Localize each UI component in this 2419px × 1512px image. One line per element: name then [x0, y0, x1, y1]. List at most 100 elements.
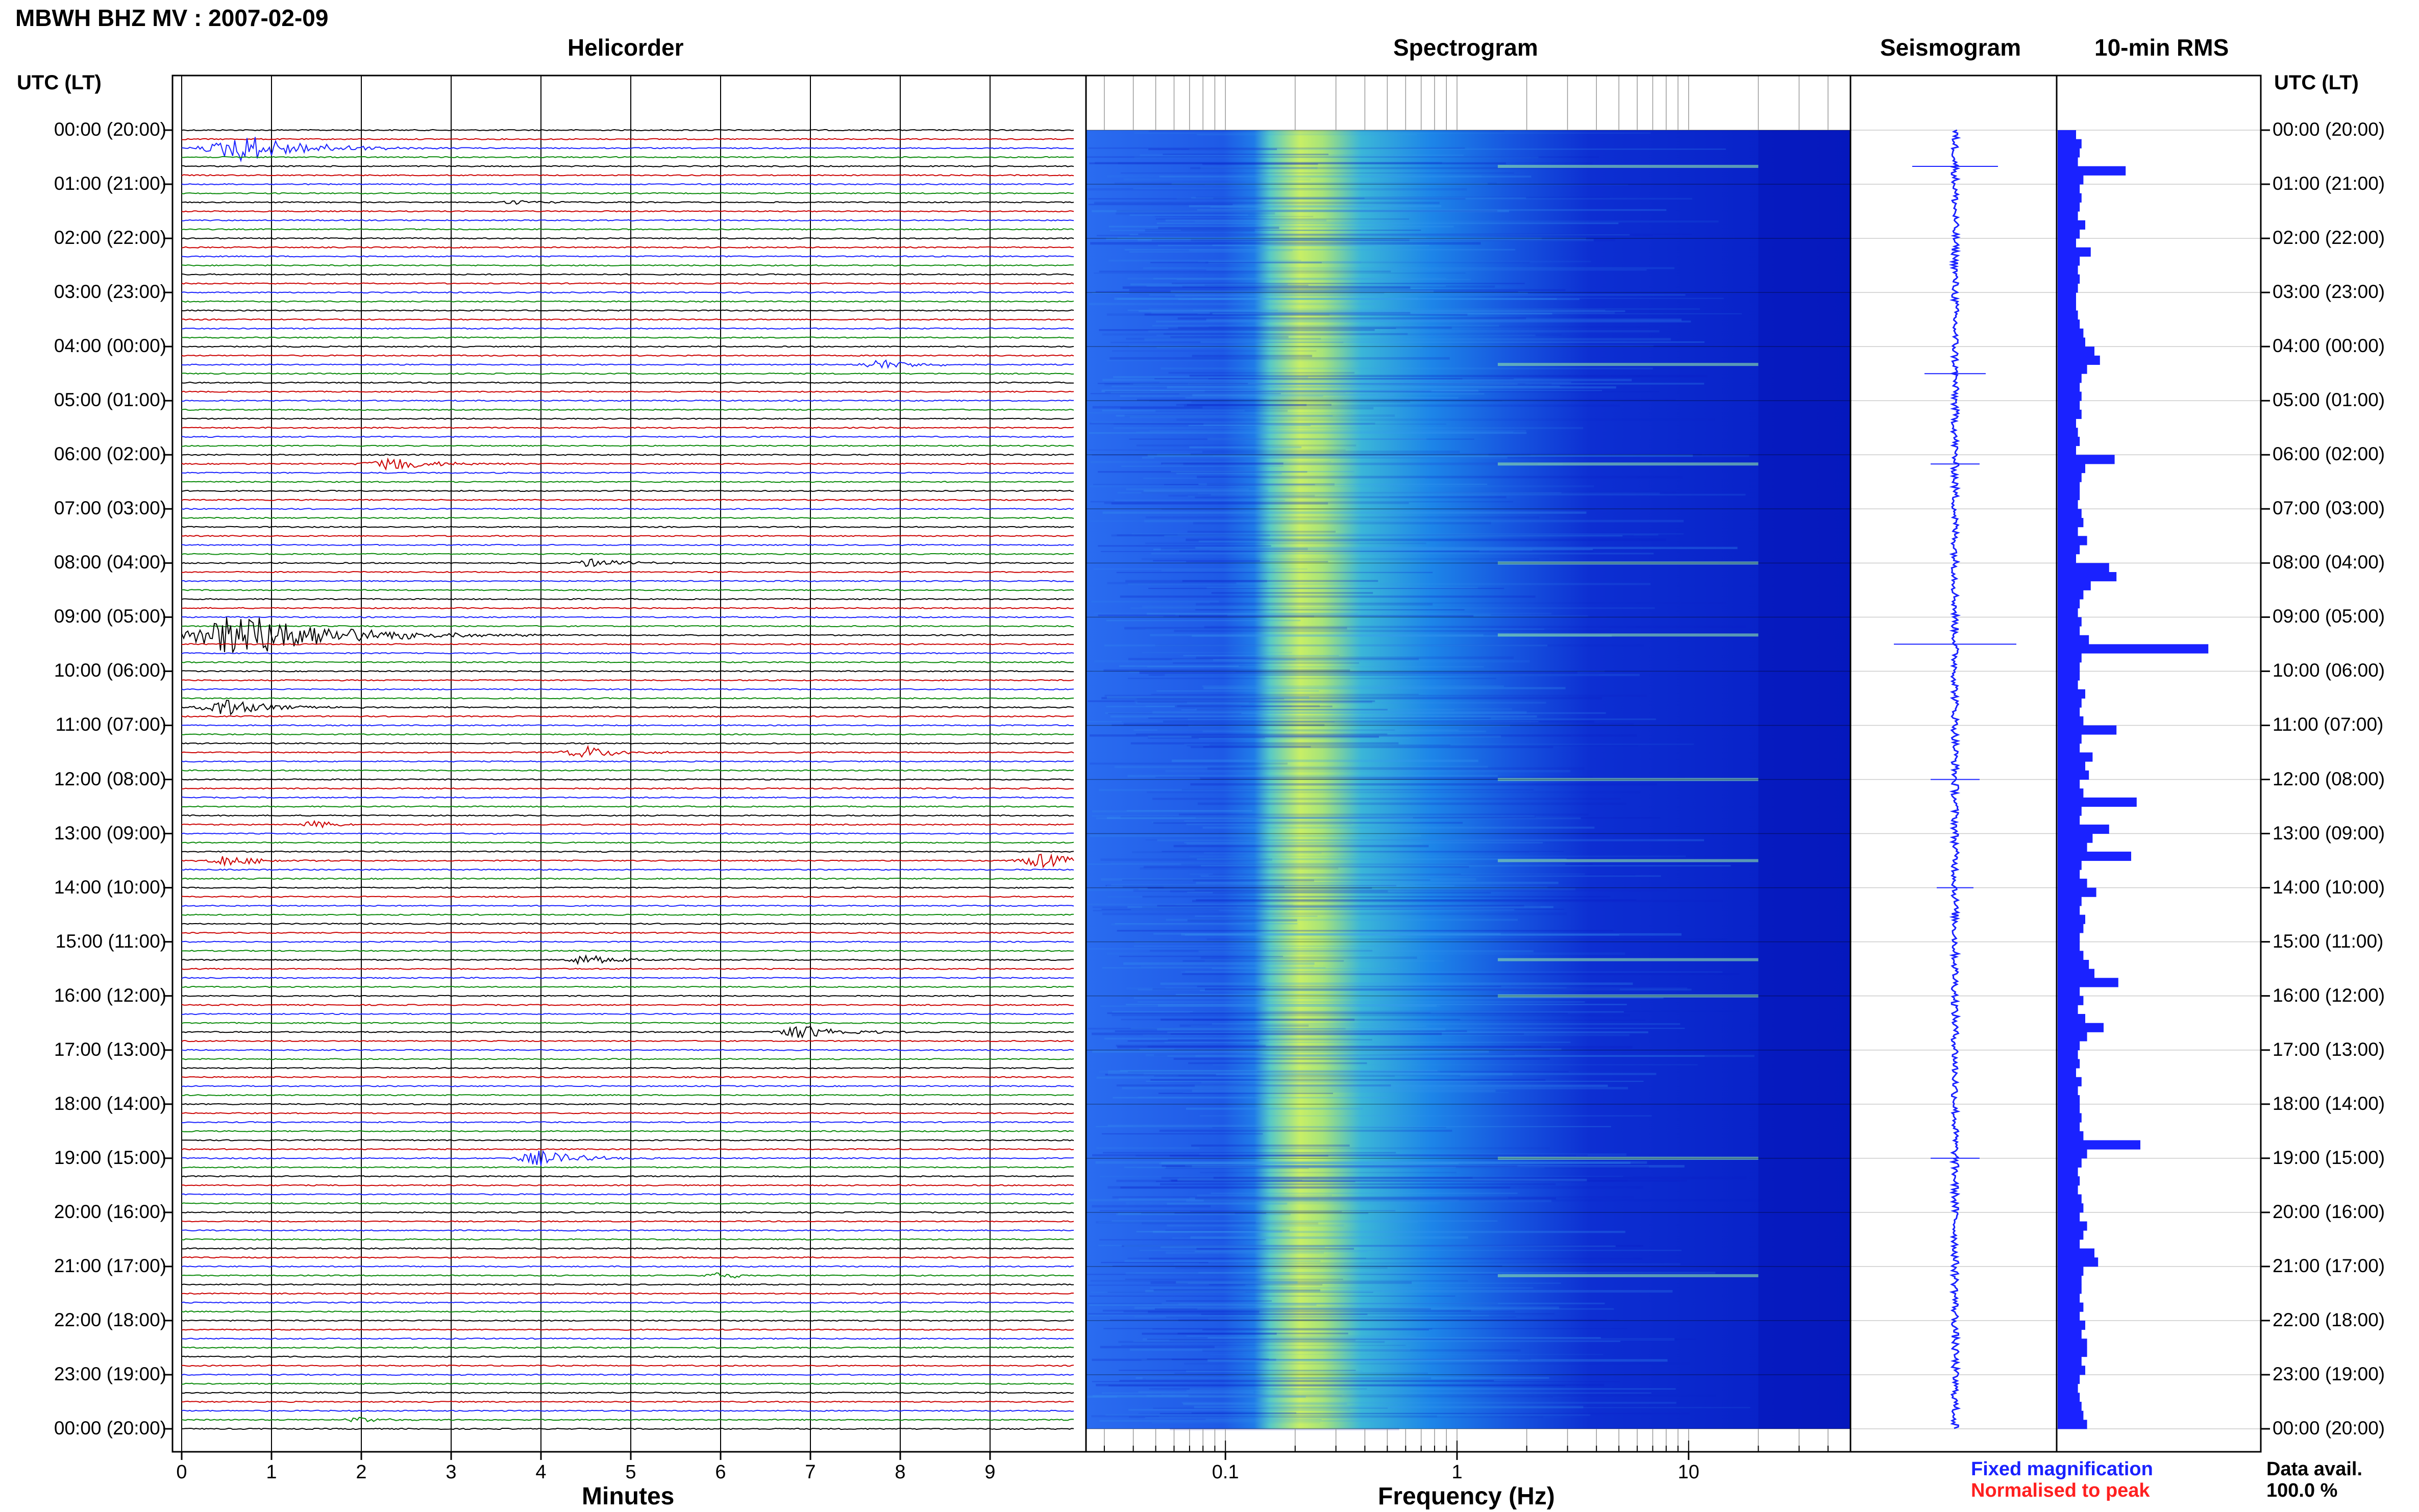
spectrogram-striation	[1102, 409, 1245, 412]
spectrogram-striation	[1130, 742, 1399, 745]
rms-bar	[2058, 500, 2078, 509]
spectrogram-striation	[1117, 1046, 1633, 1049]
time-label-right: 20:00 (16:00)	[2273, 1201, 2385, 1222]
helicorder-trace	[181, 886, 1074, 889]
spectrogram-striation	[1092, 810, 1263, 813]
spectrogram-striation	[1191, 197, 1526, 199]
spectrogram-striation	[1099, 329, 1375, 331]
spectrogram-striation	[1094, 612, 1552, 615]
spectrogram-striation	[1183, 462, 1538, 465]
helicorder-trace	[181, 327, 1074, 330]
helicorder-trace	[181, 273, 1074, 276]
helicorder-trace	[181, 1022, 1074, 1024]
spectrogram-striation	[1200, 341, 1705, 343]
spectrogram-striation	[1146, 1054, 1359, 1057]
spectrogram-striation	[1094, 202, 1440, 204]
spectrogram-striation	[1092, 454, 1531, 456]
spectrogram-striation	[1104, 502, 1409, 504]
spectrogram-striation	[1171, 183, 1488, 185]
helicorder-trace	[181, 1392, 1074, 1394]
spectrogram-event-streak	[1497, 778, 1759, 781]
spectrogram-striation	[1190, 783, 1658, 786]
spectrogram-striation	[1205, 184, 1628, 186]
page-title: MBWH BHZ MV : 2007-02-09	[15, 5, 329, 31]
spectrogram-striation	[1089, 1315, 1489, 1317]
time-label-right: 07:00 (03:00)	[2273, 498, 2385, 519]
spectrogram-striation	[1197, 858, 1567, 860]
spectrogram-striation	[1189, 148, 1726, 150]
rms-bar	[2058, 490, 2080, 501]
spectrogram-striation	[1148, 735, 1501, 737]
helicorder-trace	[182, 607, 1074, 609]
spectrogram-striation	[1101, 908, 1565, 910]
rms-bar	[2058, 1383, 2078, 1393]
time-label-right: 22:00 (18:00)	[2273, 1309, 2385, 1330]
spectrogram-striation	[1202, 163, 1318, 165]
helicorder-trace	[181, 210, 1074, 213]
spectrogram-striation	[1200, 865, 1731, 867]
spectrogram-striation	[1101, 389, 1479, 392]
spectrogram-striation	[1174, 1049, 1505, 1051]
spectrogram-striation	[1129, 214, 1248, 216]
spectrogram-striation	[1179, 1024, 1309, 1027]
rms-bar	[2058, 536, 2087, 546]
spectrogram-striation	[1171, 1358, 1531, 1360]
rms-bar	[2058, 860, 2082, 870]
spectrogram-striation	[1161, 1394, 1336, 1395]
spectrogram-striation	[1198, 540, 1360, 542]
spectrogram-striation	[1102, 967, 1326, 969]
rms-bar	[2058, 220, 2085, 230]
rms-bar	[2058, 166, 2126, 176]
rms-bar	[2058, 1032, 2087, 1042]
spectrogram-striation	[1141, 965, 1314, 968]
spectrogram-striation	[1155, 1181, 1355, 1182]
rms-bar	[2058, 473, 2082, 482]
rms-bar	[2058, 788, 2084, 798]
spectrogram-striation	[1103, 1152, 1396, 1154]
spectrogram-striation	[1203, 687, 1566, 689]
helicorder-trace	[181, 1175, 1074, 1178]
helicorder-trace	[181, 1202, 1074, 1205]
spectrogram-striation	[1145, 705, 1292, 707]
time-label-right: 15:00 (11:00)	[2273, 930, 2384, 952]
spectrogram-striation	[1129, 438, 1474, 440]
spectrogram-striation	[1208, 326, 1659, 328]
spectrogram-striation	[1126, 1202, 1440, 1205]
spectrogram-striation	[1171, 470, 1354, 473]
rms-bar	[2058, 734, 2082, 744]
spectrogram-striation	[1178, 298, 1580, 300]
spectrogram-striation	[1086, 188, 1467, 191]
spectrogram-striation	[1205, 261, 1530, 264]
spectrogram-striation	[1155, 410, 1288, 412]
spectrogram-striation	[1100, 551, 1594, 552]
spectrogram-striation	[1160, 982, 1633, 985]
spectrogram-striation	[1196, 817, 1661, 819]
spectrogram-striation	[1088, 948, 1370, 950]
spectrogram-striation	[1137, 1167, 1545, 1169]
helicorder-trace	[181, 435, 1074, 438]
spectrogram-striation	[1201, 1081, 1477, 1084]
spectrogram-striation	[1183, 404, 1620, 407]
rms-bar	[2058, 1122, 2080, 1132]
rms-bar	[2058, 870, 2080, 879]
spectrogram-striation	[1096, 235, 1653, 237]
panel-frame	[2056, 75, 2262, 1453]
spectrogram-striation	[1086, 1274, 1502, 1275]
spectrogram-striation	[1110, 1319, 1620, 1321]
spectrogram-striation	[1187, 404, 1307, 406]
spectrogram-striation	[1213, 454, 1749, 457]
spectrogram-striation	[1100, 1005, 1441, 1007]
time-label-right: 06:00 (02:00)	[2273, 443, 2385, 465]
spectrogram-striation	[1098, 614, 1227, 616]
spectrogram-striation	[1202, 1329, 1429, 1331]
rms-bar	[2058, 509, 2082, 518]
rms-bar	[2058, 978, 2118, 987]
spectrogram-striation	[1205, 988, 1620, 991]
spectrogram-striation	[1105, 1074, 1216, 1076]
rms-bar	[2058, 959, 2089, 970]
spectrogram-striation	[1176, 197, 1692, 200]
spectrogram-striation	[1166, 1317, 1517, 1318]
spectrogram-striation	[1137, 698, 1285, 700]
spectrogram-striation	[1091, 1415, 1437, 1418]
spectrogram-striation	[1145, 1417, 1372, 1419]
